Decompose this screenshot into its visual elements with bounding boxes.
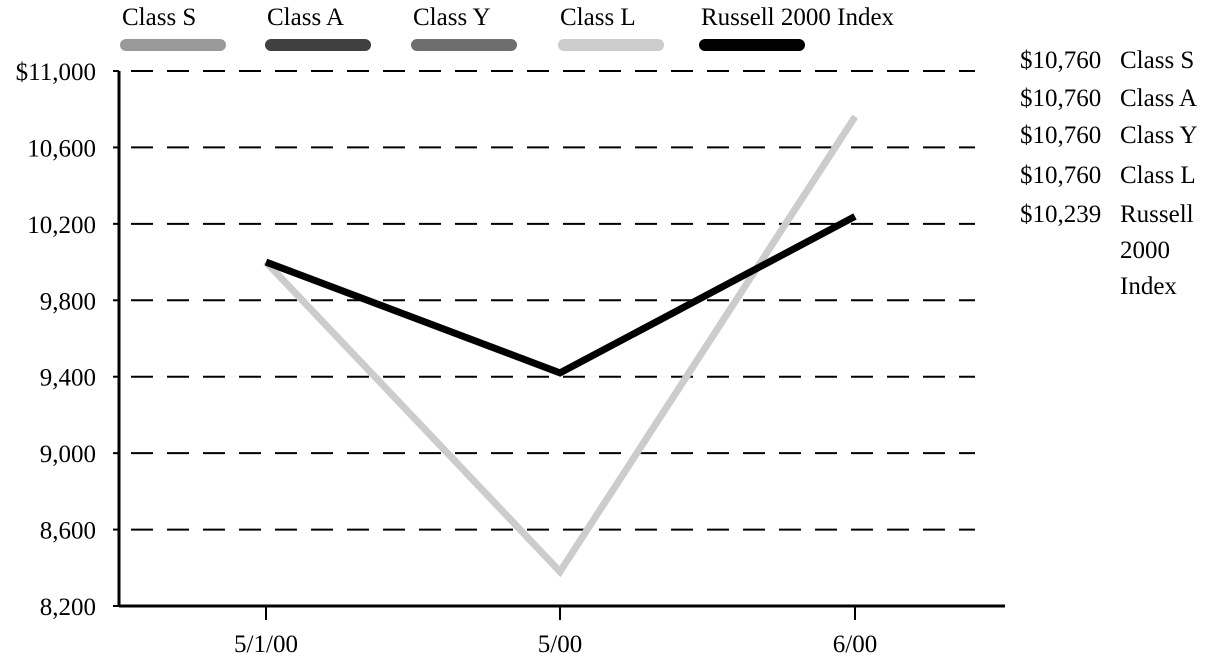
series-line-class-s	[264, 115, 858, 576]
x-tick-label: 5/00	[538, 631, 582, 658]
series-line-class-l	[263, 114, 858, 578]
series-line-class-y	[264, 115, 858, 576]
end-label-value: $10,760	[1020, 162, 1101, 189]
series-line-russell-2000-index	[264, 213, 857, 377]
series-lines	[263, 114, 858, 578]
end-label-value: $10,760	[1020, 47, 1101, 74]
end-label-value: $10,760	[1020, 122, 1101, 149]
legend-label: Russell 2000 Index	[701, 4, 895, 31]
y-tick-label: 10,600	[27, 135, 96, 162]
legend: Class S Class A Class Y Class L Russell 2000…	[120, 4, 895, 51]
legend-label: Class A	[267, 4, 344, 31]
axes	[113, 70, 1005, 620]
series-line-class-a	[264, 115, 858, 576]
y-tick-label: 8,600	[40, 518, 96, 545]
y-tick-label: 8,200	[40, 594, 96, 621]
y-tick-label: 10,200	[27, 212, 96, 239]
legend-label: Class Y	[413, 4, 491, 31]
legend-label: Class S	[122, 4, 196, 31]
end-label-value: $10,239	[1020, 201, 1101, 228]
x-tick-labels: 5/1/00 5/00 6/00	[234, 631, 877, 658]
end-label-value: $10,760	[1020, 85, 1101, 112]
gridlines	[131, 70, 975, 531]
end-label-name: Class L	[1120, 162, 1196, 189]
end-label-name: Index	[1120, 273, 1177, 300]
y-tick-label: $11,000	[16, 59, 96, 86]
end-label-name: Class S	[1120, 47, 1194, 74]
y-tick-labels: 8,200 8,600 9,000 9,400 9,800 10,200 10,600 $11…	[16, 59, 96, 621]
end-label-name: 2000	[1120, 237, 1170, 264]
x-tick-label: 5/1/00	[234, 631, 298, 658]
legend-label: Class L	[560, 4, 636, 31]
end-label-name: Class A	[1120, 85, 1197, 112]
y-tick-label: 9,000	[40, 441, 96, 468]
x-tick-label: 6/00	[833, 631, 877, 658]
end-label-name: Russell	[1120, 201, 1194, 228]
y-tick-label: 9,400	[40, 365, 96, 392]
end-label-name: Class Y	[1120, 122, 1198, 149]
y-tick-label: 9,800	[40, 288, 96, 315]
end-value-labels: $10,760 Class S $10,760 Class A $10,760 Class…	[1020, 47, 1198, 300]
